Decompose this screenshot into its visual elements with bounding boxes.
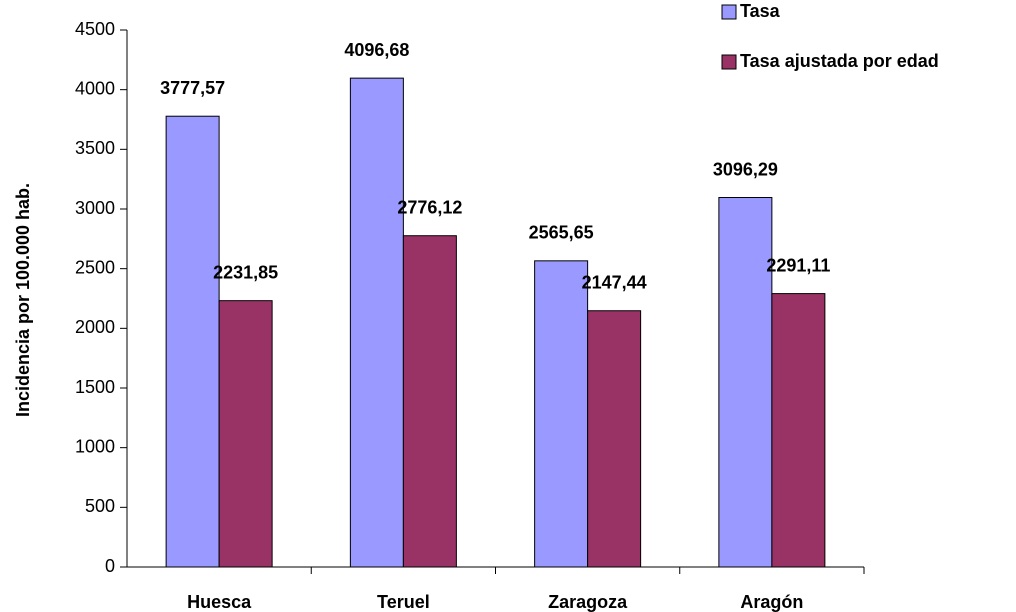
x-tick-label: Teruel [377,592,430,612]
bar [402,235,457,568]
legend-swatch [721,54,737,70]
data-label: 2231,85 [213,262,278,282]
bar [587,310,642,568]
bar [165,115,220,568]
y-tick-label: 2500 [75,257,115,277]
y-axis-label: Incidencia por 100.000 hab. [13,183,33,417]
y-tick-label: 0 [105,556,115,576]
data-label: 2776,12 [397,197,462,217]
y-tick-label: 4500 [75,19,115,39]
data-label: 2565,65 [529,223,594,243]
x-tick-label: Huesca [187,592,252,612]
data-label: 2147,44 [582,272,647,292]
bar [718,197,773,568]
y-tick-label: 1000 [75,436,115,456]
x-tick-label: Aragón [740,592,803,612]
bar [771,293,826,568]
bar [349,77,404,568]
y-tick-label: 1500 [75,377,115,397]
bar [218,300,273,568]
legend-label: Tasa [740,1,781,21]
y-tick-label: 3000 [75,198,115,218]
x-tick-label: Zaragoza [548,592,628,612]
y-tick-label: 500 [85,496,115,516]
y-tick-label: 3500 [75,138,115,158]
legend-label: Tasa ajustada por edad [740,51,939,71]
data-label: 3096,29 [713,159,778,179]
legend-swatch [721,4,737,20]
y-tick-label: 2000 [75,317,115,337]
bar [534,260,589,568]
data-label: 3777,57 [160,78,225,98]
data-label: 2291,11 [766,255,830,275]
data-label: 4096,68 [344,40,409,60]
y-tick-label: 4000 [75,78,115,98]
